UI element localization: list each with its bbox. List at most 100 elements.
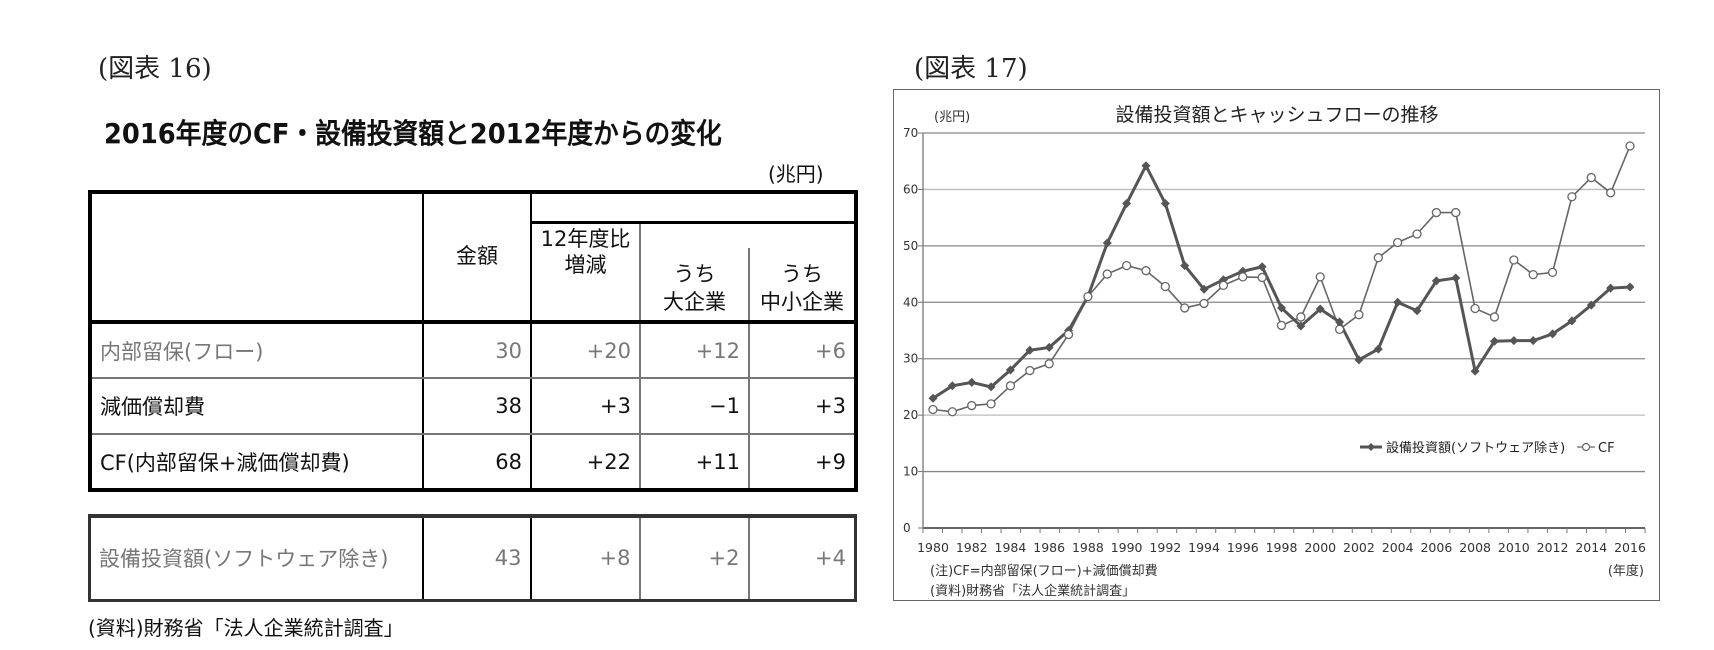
cf-marker — [1238, 272, 1248, 282]
legend-capex-label: 設備投資額(ソフトウェア除き) — [1386, 440, 1565, 456]
table-row: 減価償却費 38 +3 −1 +3 — [88, 377, 859, 435]
legend-diamond-icon — [1367, 443, 1375, 451]
cf-marker — [1276, 320, 1287, 331]
capex-marker — [1625, 282, 1635, 292]
x-tick-label: 2016 — [1614, 540, 1646, 555]
chart-source: (資料)財務省「法人企業統計調査」 — [930, 583, 1135, 599]
row-label: 設備投資額(ソフトウェア除き) — [88, 514, 424, 602]
header-sme-line2: 中小企業 — [760, 290, 844, 314]
capex-marker — [967, 377, 977, 387]
y-axis-unit: (兆円) — [934, 110, 970, 125]
cf-marker — [1102, 269, 1112, 279]
capex-marker — [1489, 336, 1499, 346]
row-sme: +3 — [747, 377, 859, 435]
cf-marker — [1354, 310, 1364, 320]
cf-marker — [1605, 188, 1616, 198]
capex-marker — [1199, 284, 1209, 294]
x-tick-label: 1982 — [956, 540, 988, 555]
x-tick-label: 2014 — [1575, 540, 1607, 555]
cf-marker — [1121, 260, 1132, 271]
capex-marker — [1005, 365, 1015, 375]
y-tick-label: 0 — [903, 521, 911, 535]
row-sme: +4 — [747, 514, 857, 602]
cf-marker — [1334, 324, 1345, 335]
row-label: 内部留保(フロー) — [88, 321, 424, 379]
x-axis: 1980 1982 1984 1986 1988 1990 1992 1994 1996 1998… — [917, 527, 1646, 555]
table-row: 設備投資額(ソフトウェア除き) 43 +8 +2 +4 — [88, 514, 857, 602]
capex-marker — [1122, 199, 1132, 209]
row-sme: +9 — [747, 433, 859, 492]
y-axis-ticks: 0 10 20 30 40 50 60 70 — [903, 126, 923, 535]
y-tick-label: 70 — [903, 126, 918, 140]
capex-marker — [1431, 276, 1441, 286]
legend-cf-label: CF — [1598, 441, 1615, 456]
row-amount: 68 — [422, 433, 532, 492]
x-tick-label: 2000 — [1304, 540, 1336, 555]
legend-circle-icon — [1581, 442, 1591, 452]
row-amount: 43 — [421, 514, 532, 602]
cf-marker — [1315, 272, 1325, 282]
capex-marker — [1606, 283, 1616, 293]
header-large-line2: 大企業 — [663, 290, 726, 314]
cf-marker — [1567, 192, 1577, 202]
x-tick-label: 2006 — [1420, 540, 1452, 555]
series-lines — [928, 141, 1635, 417]
header-sme: うち 中小企業 — [747, 248, 859, 324]
cf-marker — [1393, 237, 1403, 248]
legend: 設備投資額(ソフトウェア除き) CF — [1360, 440, 1615, 456]
cf-capex-table: 金額 12年度比 増減 うち 大企業 うち 中小企業 内部留保(フロー) 30 … — [88, 190, 859, 492]
x-axis-unit: (年度) — [1608, 563, 1644, 579]
cf-marker — [1431, 207, 1442, 218]
x-tick-label: 2002 — [1343, 540, 1375, 555]
cf-marker — [1509, 255, 1519, 265]
capex-marker — [1451, 273, 1461, 283]
capex-marker — [1354, 355, 1364, 365]
x-tick-label: 1988 — [1072, 540, 1104, 555]
y-tick-label: 60 — [903, 182, 918, 196]
cf-marker — [1625, 141, 1635, 151]
cf-marker — [1083, 291, 1093, 302]
x-tick-label: 2012 — [1537, 540, 1569, 555]
cf-marker — [1470, 303, 1480, 314]
capex-marker — [1528, 336, 1538, 346]
row-sme: +6 — [747, 321, 859, 379]
x-tick-label: 2010 — [1498, 540, 1530, 555]
row-large: +11 — [639, 433, 750, 492]
row-change: +22 — [530, 433, 641, 492]
capex-marker — [1102, 238, 1112, 248]
header-large: うち 大企業 — [639, 248, 750, 324]
cf-marker — [1547, 267, 1558, 278]
cf-marker — [1199, 298, 1209, 309]
x-tick-label: 1994 — [1188, 540, 1220, 555]
cf-marker — [986, 399, 996, 409]
capex-marker — [1335, 317, 1345, 327]
capex-marker — [1025, 345, 1035, 355]
header-blank — [88, 190, 424, 324]
capex-marker — [1373, 344, 1383, 354]
cf-marker — [1586, 172, 1596, 183]
capex-marker — [1180, 261, 1190, 271]
cf-marker — [1489, 312, 1500, 322]
table-title: 2016年度のCF・設備投資額と2012年度からの変化 — [104, 117, 722, 150]
row-label: 減価償却費 — [88, 377, 424, 435]
header-sub-spacer — [638, 220, 859, 248]
cf-marker — [1025, 365, 1035, 376]
capex-marker — [1567, 316, 1577, 326]
capex-marker — [1044, 342, 1054, 352]
capex-marker — [1160, 199, 1170, 209]
header-sme-line1: うち — [781, 262, 823, 286]
cf-marker — [967, 400, 977, 411]
capex-marker — [928, 393, 938, 403]
row-large: +2 — [638, 514, 750, 602]
capex-marker — [1277, 303, 1286, 313]
figure-16-label: (図表 16) — [98, 54, 212, 84]
table-row: 内部留保(フロー) 30 +20 +12 +6 — [88, 321, 859, 379]
x-tick-label: 1998 — [1266, 540, 1298, 555]
x-tick-label: 2008 — [1459, 540, 1491, 555]
table-unit: (兆円) — [768, 162, 824, 186]
capex-marker — [1548, 329, 1558, 339]
y-tick-label: 40 — [903, 295, 918, 309]
table-source: (資料)財務省「法人企業統計調査」 — [88, 616, 404, 640]
x-tick-label: 1996 — [1227, 540, 1259, 555]
x-tick-label: 1992 — [1149, 540, 1181, 555]
